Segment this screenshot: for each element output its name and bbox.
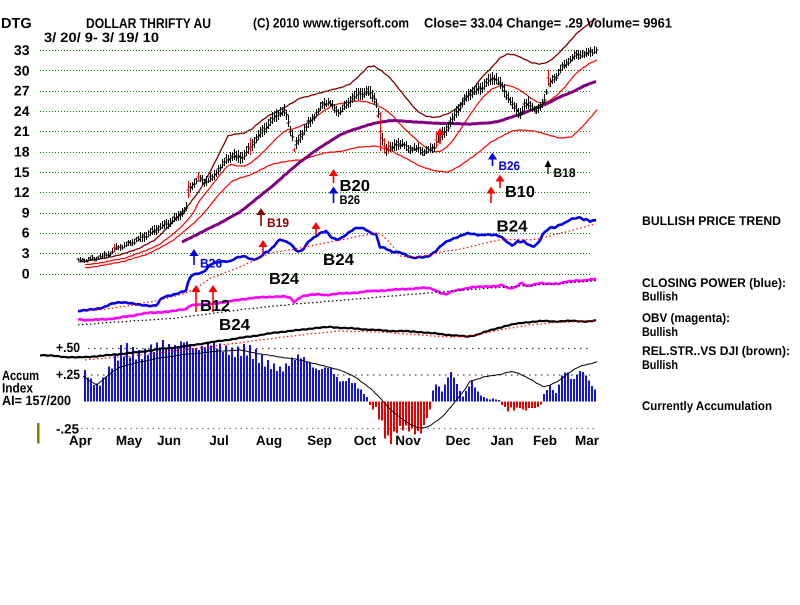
svg-text:B24: B24	[323, 252, 354, 269]
svg-text:B19: B19	[267, 216, 289, 230]
svg-text:Bullish: Bullish	[642, 290, 678, 304]
svg-text:+.25: +.25	[56, 367, 80, 382]
svg-text:33: 33	[14, 42, 30, 58]
svg-text:B26: B26	[340, 193, 361, 207]
svg-text:Jul: Jul	[209, 433, 229, 448]
svg-text:OBV (magenta):: OBV (magenta):	[642, 311, 730, 325]
svg-text:B24: B24	[219, 317, 250, 334]
svg-text:Bullish: Bullish	[642, 358, 678, 372]
svg-text:21: 21	[14, 123, 30, 139]
svg-text:Apr: Apr	[69, 433, 93, 448]
svg-text:Accum: Accum	[2, 368, 39, 383]
svg-text:(C) 2010 www.tigersoft.com: (C) 2010 www.tigersoft.com	[253, 16, 409, 31]
svg-text:9: 9	[22, 204, 30, 220]
svg-text:Index: Index	[2, 381, 33, 396]
svg-text:-.25: -.25	[56, 422, 79, 437]
svg-text:12: 12	[14, 184, 30, 200]
svg-text:Oct: Oct	[354, 433, 377, 448]
svg-text:B10: B10	[505, 184, 535, 201]
svg-text:B24: B24	[269, 271, 299, 288]
svg-text:Aug: Aug	[256, 433, 282, 448]
svg-text:Feb: Feb	[533, 433, 557, 448]
svg-text:B18: B18	[554, 166, 576, 180]
svg-text:DTG: DTG	[1, 16, 32, 32]
svg-text:24: 24	[14, 103, 30, 119]
svg-text:Jun: Jun	[157, 433, 181, 448]
svg-text:Currently Accumulation: Currently Accumulation	[642, 399, 772, 413]
svg-text:May: May	[116, 433, 143, 448]
svg-text:Dec: Dec	[446, 433, 471, 448]
svg-text:18: 18	[14, 144, 30, 160]
svg-text:6: 6	[22, 225, 30, 241]
svg-text:Bullish: Bullish	[642, 325, 678, 339]
svg-text:B26: B26	[200, 257, 222, 271]
svg-text:27: 27	[14, 83, 30, 99]
svg-text:15: 15	[14, 164, 30, 180]
svg-text:Nov: Nov	[395, 433, 421, 448]
svg-text:B12: B12	[200, 298, 230, 315]
svg-text:3/ 20/ 9- 3/ 19/ 10: 3/ 20/ 9- 3/ 19/ 10	[44, 30, 159, 45]
svg-text:DOLLAR THRIFTY AU: DOLLAR THRIFTY AU	[86, 15, 211, 31]
svg-text:B26: B26	[499, 159, 521, 173]
svg-text:AI= 157/200: AI= 157/200	[2, 393, 71, 408]
svg-text:+.50: +.50	[56, 340, 80, 355]
svg-text:Jan: Jan	[490, 433, 513, 448]
svg-text:CLOSING POWER (blue):: CLOSING POWER (blue):	[642, 276, 786, 290]
svg-text:30: 30	[14, 62, 30, 78]
svg-text:B24: B24	[497, 219, 528, 236]
svg-text:REL.STR..VS DJI (brown):: REL.STR..VS DJI (brown):	[642, 344, 790, 358]
svg-text:Sep: Sep	[307, 433, 332, 448]
svg-text:Close= 33.04 Change= .29 Vol: Close= 33.04 Change= .29 Volume= 9961	[424, 16, 672, 31]
svg-text:BULLISH PRICE TREND: BULLISH PRICE TREND	[642, 214, 781, 228]
svg-text:Mar: Mar	[575, 433, 600, 448]
svg-text:B20: B20	[340, 178, 371, 195]
svg-text:3: 3	[22, 245, 30, 261]
svg-text:0: 0	[22, 265, 30, 281]
